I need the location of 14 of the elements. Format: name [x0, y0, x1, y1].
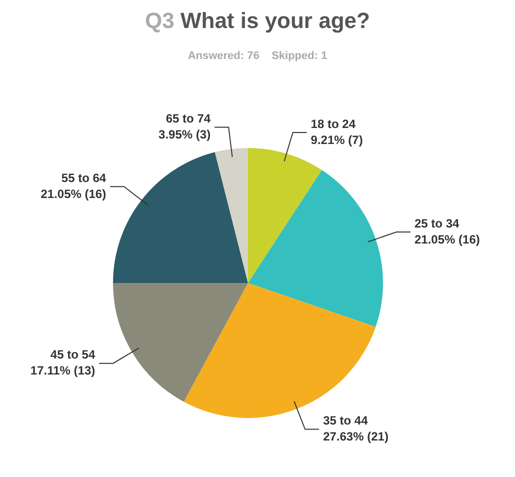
data-label: 27.63% (21) — [323, 430, 388, 444]
data-label: 17.11% (13) — [30, 364, 96, 378]
chart-subtitle: Answered: 76 Skipped: 1 — [186, 50, 328, 62]
slice-label: 18 to 24 — [310, 116, 356, 131]
slice-label: 45 to 54 — [50, 348, 96, 362]
chart-title: Q3 What is your age? — [145, 8, 370, 33]
slice-label: 35 to 44 — [323, 414, 368, 428]
data-label: 21.05% (16) — [40, 186, 106, 201]
slice-label: 55 to 64 — [61, 170, 106, 185]
slice-label: 65 to 74 — [166, 112, 211, 126]
data-label: 3.95% (3) — [158, 128, 211, 142]
slice-label: 25 to 34 — [414, 216, 460, 230]
data-label: 9.21% (7) — [310, 132, 363, 147]
data-label: 21.05% (16) — [414, 232, 480, 246]
